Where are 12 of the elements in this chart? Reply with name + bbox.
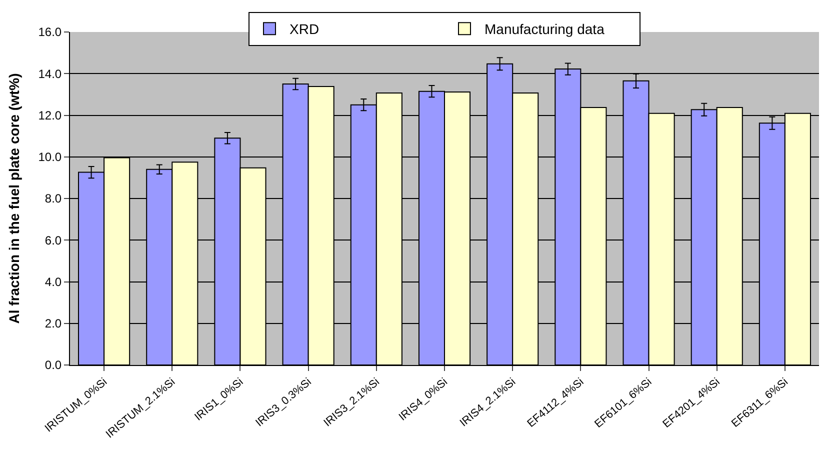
y-tick-label: 16.0 xyxy=(38,25,62,40)
y-tick-label: 6.0 xyxy=(44,233,62,248)
y-tick-label: 14.0 xyxy=(38,66,62,81)
y-tick-label: 0.0 xyxy=(44,358,62,372)
y-tick-label: 10.0 xyxy=(38,150,62,164)
y-tick-label: 2.0 xyxy=(44,316,62,331)
y-tick-label: 4.0 xyxy=(44,274,62,289)
y-axis-title: Al fraction in the fuel plate core (wt%) xyxy=(6,73,22,324)
legend-label: XRD xyxy=(290,21,320,38)
legend-label: Manufacturing data xyxy=(484,21,605,38)
y-tick-label: 12.0 xyxy=(38,108,62,122)
y-tick-label: 8.0 xyxy=(44,192,62,206)
